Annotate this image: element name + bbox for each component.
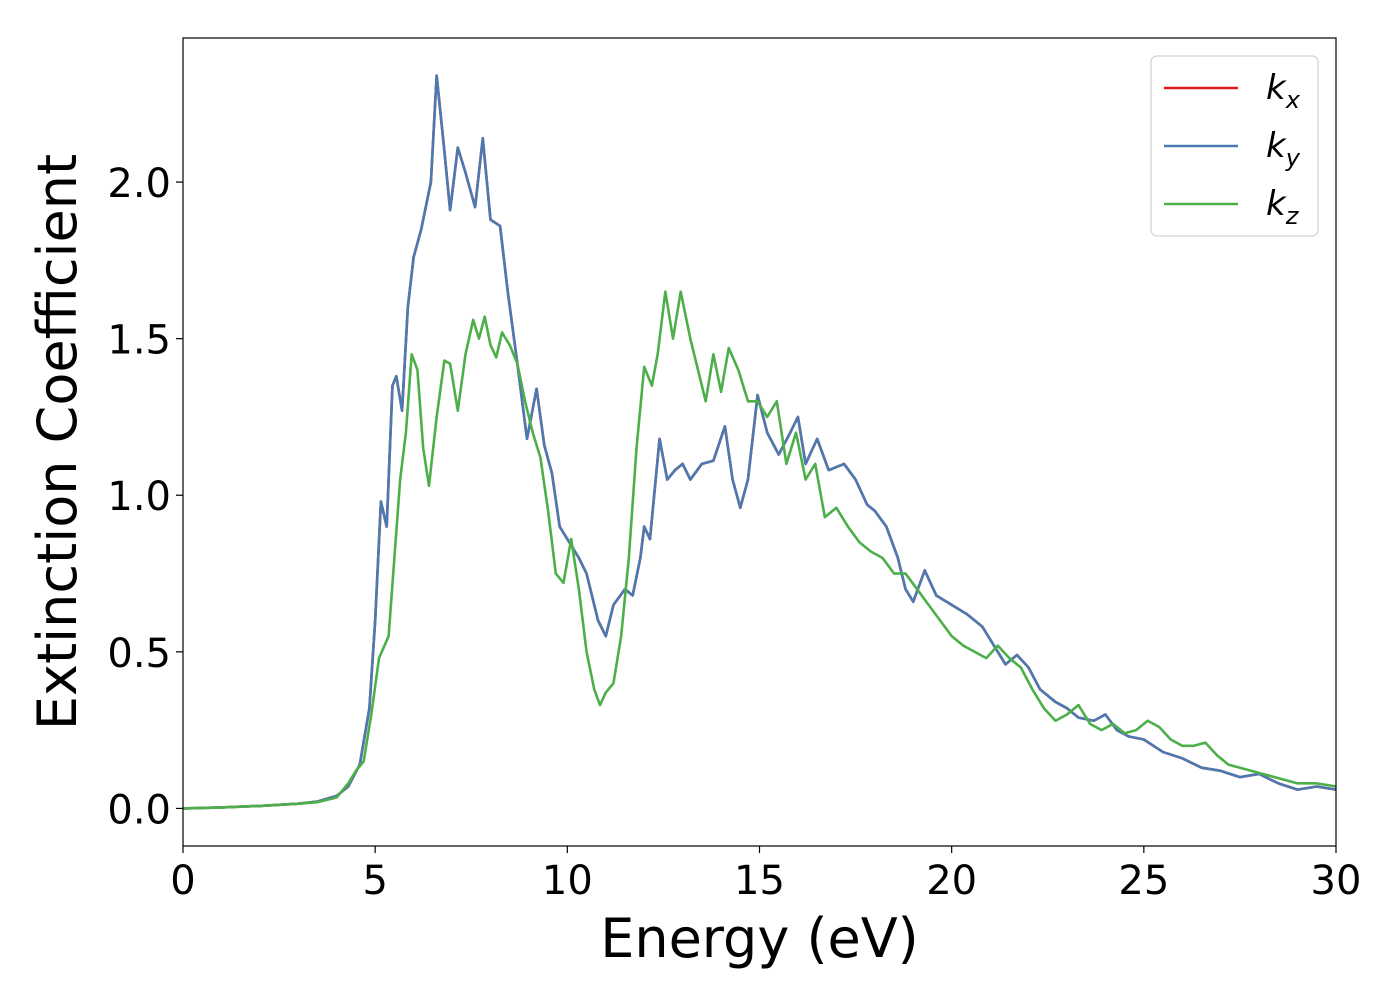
y-tick-label: 0.5 bbox=[107, 631, 171, 677]
y-axis-title: Extinction Coefficient bbox=[26, 154, 89, 730]
y-tick-label: 1.0 bbox=[107, 474, 171, 520]
y-tick-label: 2.0 bbox=[107, 161, 171, 207]
x-axis-ticks: 0 5 10 15 20 25 30 bbox=[170, 846, 1361, 904]
x-tick-label: 10 bbox=[542, 858, 593, 904]
y-axis-ticks: 0.0 0.5 1.0 1.5 2.0 bbox=[107, 161, 183, 833]
legend-label-k-x: kx bbox=[1266, 68, 1301, 114]
x-tick-label: 30 bbox=[1311, 858, 1362, 904]
series-line-k-z bbox=[183, 290, 1336, 810]
x-tick-label: 0 bbox=[170, 858, 195, 904]
x-axis-title: Energy (eV) bbox=[600, 907, 919, 970]
series-line-k-y bbox=[183, 74, 1336, 810]
x-tick-label: 25 bbox=[1118, 858, 1169, 904]
series-layer bbox=[183, 74, 1336, 810]
y-tick-label: 1.5 bbox=[107, 318, 171, 364]
x-tick-label: 15 bbox=[734, 858, 785, 904]
x-tick-label: 20 bbox=[926, 858, 977, 904]
legend-label-k-y: ky bbox=[1266, 126, 1301, 172]
x-tick-label: 5 bbox=[362, 858, 387, 904]
y-tick-label: 0.0 bbox=[107, 787, 171, 833]
